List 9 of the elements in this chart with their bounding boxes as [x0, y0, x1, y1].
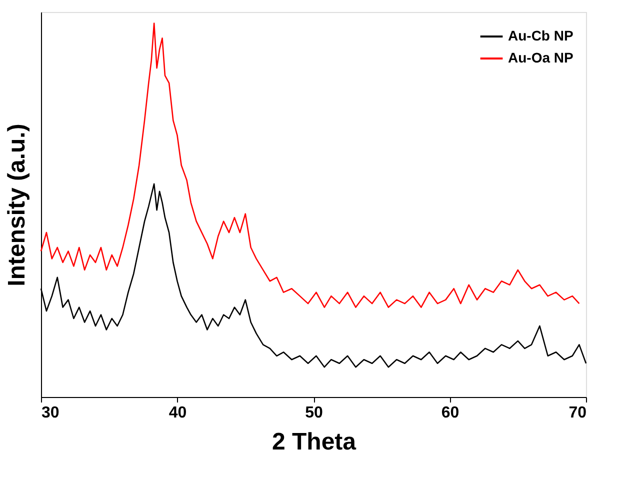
- y-axis-title: Intensity (a.u.): [4, 124, 30, 286]
- x-tick-label: 60: [441, 404, 460, 422]
- x-tick-label: 70: [568, 404, 587, 422]
- legend-label: Au-Cb NP: [508, 28, 574, 44]
- x-tick-label: 40: [168, 404, 187, 422]
- legend-label: Au-Oa NP: [508, 50, 574, 66]
- x-axis-title: 2 Theta: [272, 428, 357, 456]
- x-tick-label: 30: [42, 404, 60, 422]
- x-tick-label: 50: [305, 404, 323, 422]
